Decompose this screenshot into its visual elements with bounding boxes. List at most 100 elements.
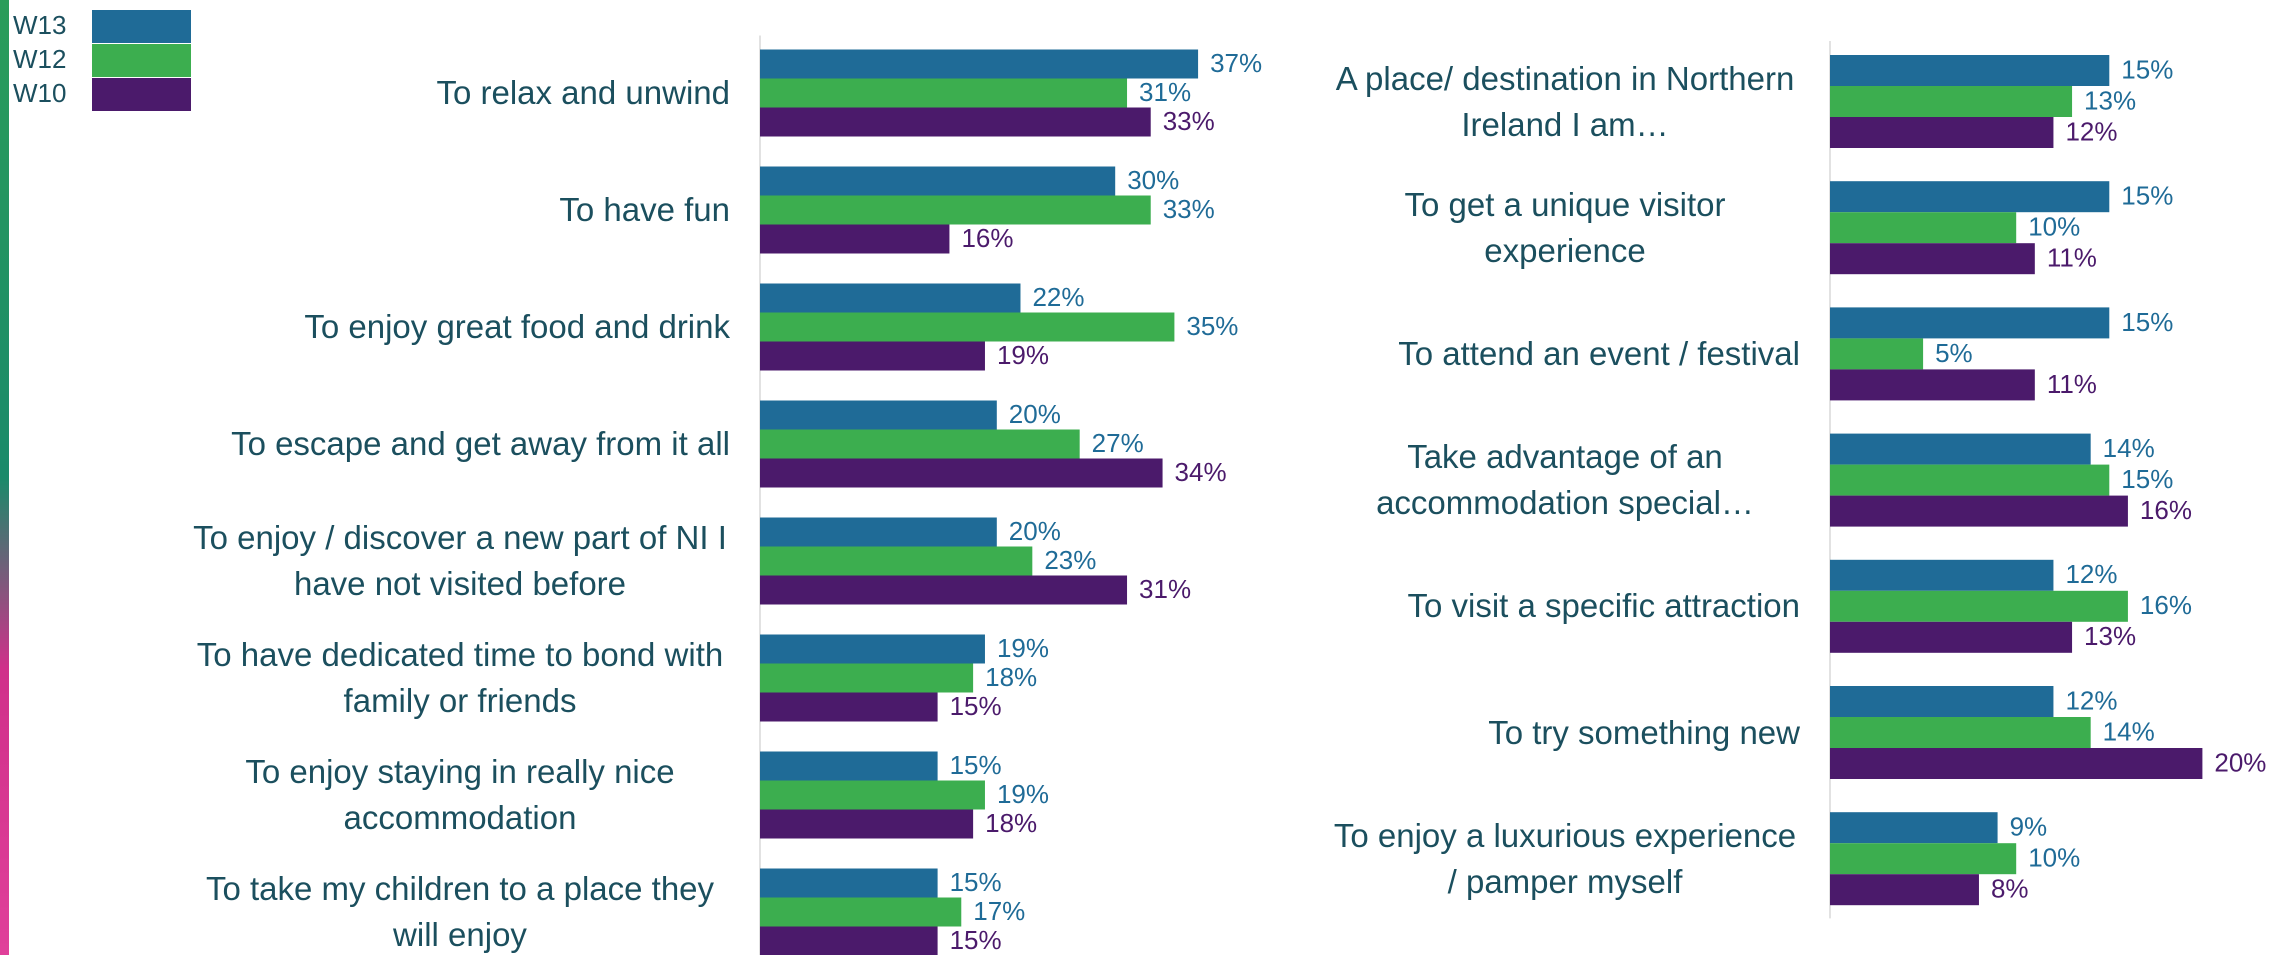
value-label: 23% xyxy=(1044,545,1096,575)
value-label: 14% xyxy=(2103,433,2155,463)
category-label: To have dedicated time to bond with fami… xyxy=(190,620,730,737)
bar xyxy=(760,868,938,898)
category-label: To enjoy great food and drink xyxy=(190,269,730,386)
value-label: 18% xyxy=(985,662,1037,692)
legend-label: W12 xyxy=(13,44,66,74)
value-label: 34% xyxy=(1175,457,1227,487)
category-text: To enjoy staying in really nice accommod… xyxy=(245,753,675,836)
category-label: To enjoy / discover a new part of NI I h… xyxy=(190,503,730,620)
category-text: To relax and unwind xyxy=(436,74,730,111)
value-label: 11% xyxy=(2047,243,2097,273)
value-label: 15% xyxy=(2121,307,2173,337)
value-label: 16% xyxy=(961,223,1013,253)
value-label: 30% xyxy=(1127,165,1179,195)
category-label: To have fun xyxy=(190,152,730,269)
value-label: 22% xyxy=(1032,282,1084,312)
value-label: 33% xyxy=(1163,194,1215,224)
bar xyxy=(760,283,1021,313)
value-label: 8% xyxy=(1991,874,2029,904)
bar xyxy=(760,692,938,722)
value-label: 18% xyxy=(985,808,1037,838)
category-label: To take my children to a place they will… xyxy=(190,854,730,955)
legend-label: W13 xyxy=(13,10,66,40)
bar xyxy=(1830,117,2054,148)
category-text: To get a unique visitor experience xyxy=(1404,185,1726,269)
bar xyxy=(1830,307,2110,339)
value-label: 37% xyxy=(1210,48,1262,78)
bar xyxy=(760,546,1033,576)
value-label: 15% xyxy=(950,750,1002,780)
category-label: To enjoy a luxurious experience / pamper… xyxy=(1330,797,1800,920)
category-text: To attend an event / festival xyxy=(1398,334,1800,372)
bar xyxy=(1830,243,2035,275)
category-label: To try something new xyxy=(1330,671,1800,794)
category-label: To enjoy staying in really nice accommod… xyxy=(190,737,730,854)
value-label: 15% xyxy=(950,691,1002,721)
bar xyxy=(1830,874,1979,906)
category-text: To have fun xyxy=(559,191,730,228)
category-text: A place/ destination in Northern Ireland… xyxy=(1335,59,1795,143)
category-text: To visit a specific attraction xyxy=(1407,587,1801,625)
value-label: 31% xyxy=(1139,77,1191,107)
legend-swatch xyxy=(92,10,191,43)
bar xyxy=(760,517,997,547)
value-label: 5% xyxy=(1935,338,1973,368)
category-label: To visit a specific attraction xyxy=(1330,545,1801,668)
value-label: 16% xyxy=(2140,495,2192,525)
category-text: To enjoy / discover a new part of NI I h… xyxy=(193,519,727,602)
bar xyxy=(760,312,1175,342)
value-label: 10% xyxy=(2028,843,2080,873)
bar xyxy=(760,897,962,927)
value-label: 16% xyxy=(2140,590,2192,620)
bar xyxy=(1830,812,1998,844)
bar xyxy=(1830,590,2128,622)
category-text: To try something new xyxy=(1488,713,1800,751)
value-label: 15% xyxy=(2121,464,2173,494)
category-label: To attend an event / festival xyxy=(1330,292,1800,415)
bar xyxy=(760,751,938,781)
value-label: 13% xyxy=(2084,85,2136,115)
decor-strip xyxy=(0,0,9,955)
value-label: 19% xyxy=(997,779,1049,809)
bar xyxy=(760,429,1080,459)
value-label: 13% xyxy=(2084,621,2136,651)
bar xyxy=(1830,748,2203,779)
category-text: To escape and get away from it all xyxy=(231,425,730,462)
value-label: 27% xyxy=(1092,428,1144,458)
legend-swatch xyxy=(92,44,191,77)
bar xyxy=(760,107,1151,137)
category-label: A place/ destination in Northern Ireland… xyxy=(1330,40,1800,163)
value-label: 12% xyxy=(2065,685,2117,715)
bar xyxy=(760,926,938,955)
value-label: 10% xyxy=(2028,212,2080,242)
bar xyxy=(1830,717,2091,748)
bar xyxy=(1830,686,2054,717)
bar xyxy=(760,195,1151,225)
value-label: 15% xyxy=(950,867,1002,897)
bar xyxy=(760,458,1163,488)
category-text: To have dedicated time to bond with fami… xyxy=(196,636,724,719)
bar xyxy=(760,49,1199,79)
bar xyxy=(1830,338,1924,370)
bar xyxy=(1830,55,2110,86)
category-label: To escape and get away from it all xyxy=(190,386,730,503)
value-label: 15% xyxy=(2121,181,2173,211)
category-label: To get a unique visitor experience xyxy=(1330,166,1800,289)
bar xyxy=(760,341,985,371)
value-label: 14% xyxy=(2103,716,2155,746)
bar xyxy=(760,400,997,430)
category-text: To take my children to a place they will… xyxy=(205,870,715,953)
value-label: 35% xyxy=(1186,311,1238,341)
category-text: To enjoy a luxurious experience / pamper… xyxy=(1333,816,1797,900)
value-label: 12% xyxy=(2065,559,2117,589)
bar xyxy=(1830,621,2073,653)
value-label: 20% xyxy=(1009,399,1061,429)
value-label: 20% xyxy=(2214,747,2266,777)
bar xyxy=(1830,369,2035,401)
value-label: 19% xyxy=(997,633,1049,663)
bar xyxy=(1830,86,2073,117)
bar xyxy=(760,166,1116,196)
legend-swatch xyxy=(92,78,191,111)
